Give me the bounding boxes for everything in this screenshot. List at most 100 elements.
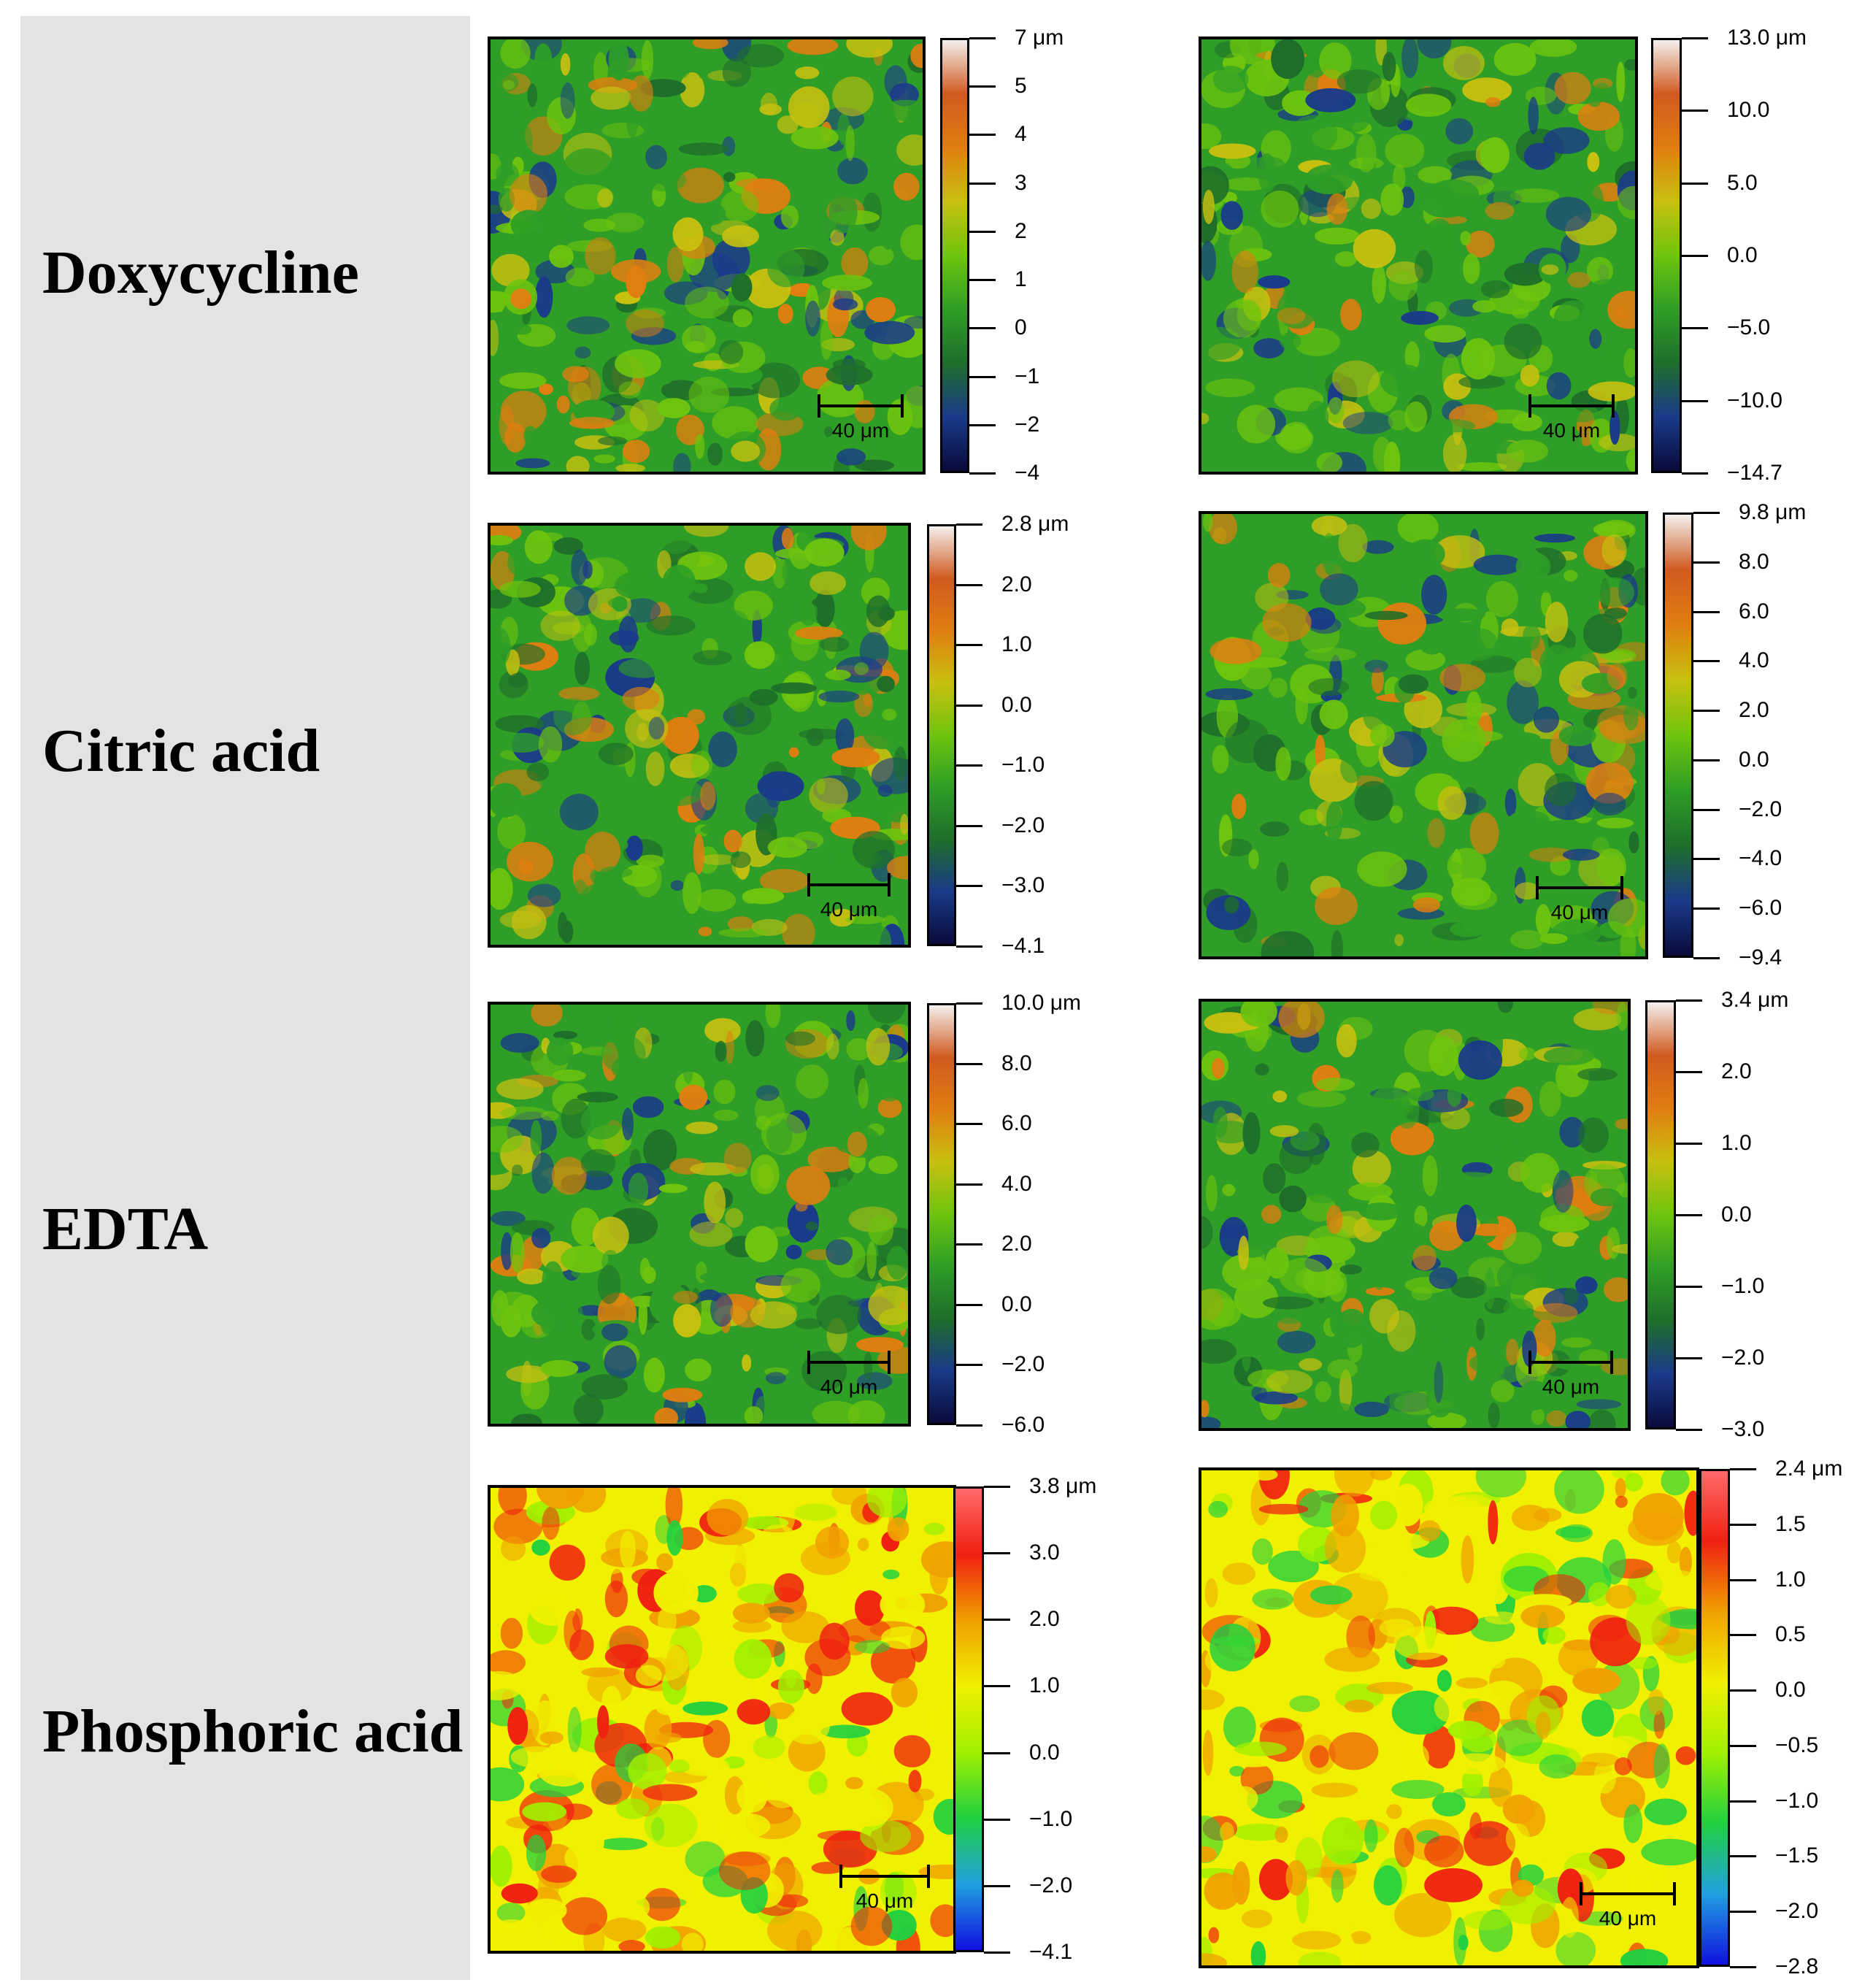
color-scale-tick-label: 9.8 μm xyxy=(1739,500,1807,524)
color-scale-tick xyxy=(969,182,996,185)
color-scale-tick xyxy=(1730,1468,1756,1470)
color-scale-tick-label: −2.0 xyxy=(1029,1873,1073,1897)
color-scale-tick-label: 8.0 xyxy=(1001,1051,1032,1075)
color-scale-tick-label: 2.8 μm xyxy=(1001,512,1069,536)
color-scale-bar xyxy=(927,1003,956,1425)
color-scale-tick-label: −1.0 xyxy=(1001,753,1045,778)
scale-bar-label: 40 μm xyxy=(1550,901,1609,924)
color-scale-axis: 3.8 μm 3.0 2.0 1.0 0.0 −1.0 −2.0 −4.1 xyxy=(984,1475,1174,1963)
surface-height-map-edta-right xyxy=(1199,999,1631,1431)
color-scale-tick xyxy=(1693,759,1720,761)
surface-height-map-cit-right xyxy=(1199,511,1648,959)
color-scale-tick-label: 6.0 xyxy=(1739,599,1769,623)
scale-bar-label: 40 μm xyxy=(1542,1375,1600,1398)
color-scale-tick-label: 2.0 xyxy=(1739,698,1769,723)
color-scale-tick-label: 0.5 xyxy=(1775,1622,1806,1647)
color-scale-tick-label: 1.0 xyxy=(1775,1567,1806,1592)
color-scale-tick-label: 0.0 xyxy=(1739,747,1769,772)
color-scale-tick-label: −14.7 xyxy=(1727,461,1782,485)
color-scale-tick-label: 7 μm xyxy=(1015,26,1064,50)
color-scale-tick xyxy=(1693,660,1720,663)
map-texture xyxy=(491,1488,953,1951)
color-scale-tick xyxy=(1676,1071,1702,1073)
color-scale-tick-label: 0.0 xyxy=(1001,1292,1032,1316)
color-scale-tick xyxy=(969,134,996,137)
color-scale-tick xyxy=(969,423,996,426)
color-scale-tick-label: −4.0 xyxy=(1739,846,1782,871)
map-texture xyxy=(491,526,908,945)
color-scale-tick xyxy=(1730,1800,1756,1803)
scale-bar-label: 40 μm xyxy=(855,1889,914,1912)
color-scale-tick xyxy=(1730,1911,1756,1914)
color-scale-bar xyxy=(1651,38,1682,473)
scale-bar-label: 40 μm xyxy=(820,1375,878,1398)
color-scale-tick xyxy=(1730,1689,1756,1692)
color-scale-tick-label: 3 xyxy=(1015,170,1027,195)
color-scale-tick xyxy=(956,824,982,827)
scale-bar: 40 μm xyxy=(1580,1882,1676,1933)
scale-bar: 40 μm xyxy=(1528,1351,1613,1402)
color-scale-tick-label: −2 xyxy=(1015,412,1040,437)
color-scale-tick-label: 0 xyxy=(1015,315,1027,340)
scale-bar: 40 μm xyxy=(807,1351,891,1402)
map-texture xyxy=(1201,514,1645,956)
color-scale-tick xyxy=(1682,37,1708,39)
surface-height-map-dox-left xyxy=(488,37,926,475)
color-scale-tick xyxy=(1730,1523,1756,1526)
color-scale-tick-label: −10.0 xyxy=(1727,388,1782,412)
color-scale-tick xyxy=(1693,808,1720,811)
color-scale-tick xyxy=(1693,561,1720,564)
color-scale-tick-label: 1.0 xyxy=(1029,1673,1060,1698)
color-scale-bar xyxy=(1645,1000,1676,1429)
color-scale-axis: 3.4 μm 2.0 1.0 0.0 −1.0 −2.0 −3.0 xyxy=(1676,989,1866,1440)
color-scale-tick xyxy=(984,1685,1010,1688)
scale-bar-label: 40 μm xyxy=(820,898,878,921)
color-scale-tick xyxy=(984,1486,1010,1488)
color-scale-tick xyxy=(956,523,982,526)
color-scale-tick-label: −3.0 xyxy=(1721,1417,1765,1441)
color-scale-bar xyxy=(1699,1469,1730,1967)
surface-height-map-cit-left xyxy=(488,523,911,948)
color-scale-tick xyxy=(1682,399,1708,402)
color-scale-tick-label: 2.0 xyxy=(1001,572,1032,596)
color-scale-tick-label: −2.0 xyxy=(1001,1352,1045,1377)
color-scale-tick-label: 0.0 xyxy=(1029,1740,1060,1765)
color-scale-tick xyxy=(1730,1855,1756,1858)
color-scale-tick xyxy=(1682,327,1708,330)
color-scale-tick-label: 0.0 xyxy=(1775,1678,1806,1703)
color-scale-tick xyxy=(1682,472,1708,475)
color-scale-bar xyxy=(940,38,969,473)
color-scale-axis: 2.8 μm 2.0 1.0 0.0 −1.0 −2.0 −3.0 −4.1 xyxy=(956,513,1146,957)
color-scale-tick-label: −1.0 xyxy=(1775,1788,1819,1813)
scale-bar: 40 μm xyxy=(839,1865,930,1916)
color-scale-tick xyxy=(956,704,982,707)
color-scale-tick xyxy=(1730,1744,1756,1747)
color-scale-tick xyxy=(969,230,996,233)
color-scale-tick xyxy=(984,1619,1010,1622)
color-scale-tick-label: 2 xyxy=(1015,218,1027,243)
color-scale-tick xyxy=(1682,182,1708,185)
color-scale-tick-label: 1.0 xyxy=(1001,632,1032,657)
color-scale-tick xyxy=(969,375,996,378)
color-scale-tick-label: −1 xyxy=(1015,364,1040,388)
color-scale-tick-label: 4 xyxy=(1015,122,1027,147)
label-column: Doxycycline Citric acid EDTA Phosphoric … xyxy=(20,16,470,1980)
color-scale-bar xyxy=(953,1486,984,1952)
color-scale-bar xyxy=(927,524,956,946)
color-scale-tick xyxy=(956,1062,982,1065)
color-scale-tick-label: 2.0 xyxy=(1001,1232,1032,1256)
row-label-citric-acid: Citric acid xyxy=(42,717,320,785)
scale-bar: 40 μm xyxy=(1536,876,1623,927)
color-scale-tick-label: 2.4 μm xyxy=(1775,1457,1843,1481)
color-scale-tick-label: 3.0 xyxy=(1029,1540,1060,1565)
color-scale-tick xyxy=(1693,858,1720,861)
color-scale-tick xyxy=(1693,957,1720,959)
color-scale-tick xyxy=(1730,1578,1756,1581)
color-scale-tick-label: −1.5 xyxy=(1775,1843,1819,1868)
color-scale-tick-label: 2.0 xyxy=(1029,1607,1060,1632)
color-scale-tick xyxy=(1676,1357,1702,1359)
color-scale-tick xyxy=(969,327,996,330)
color-scale-tick xyxy=(969,279,996,282)
color-scale-tick xyxy=(956,764,982,767)
color-scale-tick xyxy=(956,1183,982,1186)
